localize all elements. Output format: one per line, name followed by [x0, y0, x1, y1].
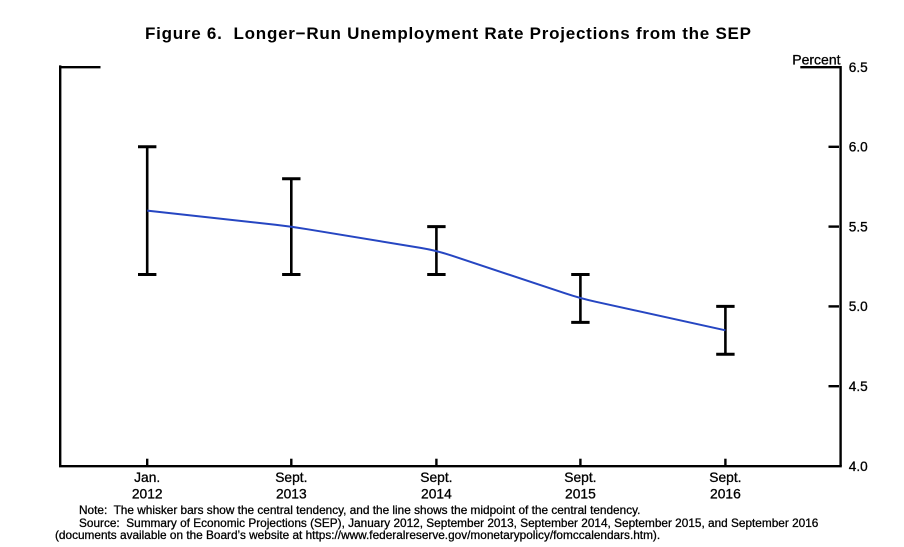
svg-text:6.5: 6.5	[849, 60, 868, 75]
svg-text:5.5: 5.5	[849, 219, 868, 234]
svg-text:2012: 2012	[132, 487, 163, 502]
svg-text:2013: 2013	[276, 487, 307, 502]
svg-text:5.0: 5.0	[849, 299, 868, 314]
svg-text:2014: 2014	[421, 487, 452, 502]
svg-text:4.0: 4.0	[849, 459, 868, 474]
svg-text:4.5: 4.5	[849, 379, 868, 394]
svg-text:Sept.: Sept.	[709, 470, 741, 485]
svg-text:6.0: 6.0	[849, 140, 868, 155]
svg-text:Percent: Percent	[792, 52, 840, 68]
svg-text:2016: 2016	[710, 487, 741, 502]
svg-text:Jan.: Jan.	[134, 470, 160, 485]
svg-text:Sept.: Sept.	[564, 470, 596, 485]
svg-text:2015: 2015	[565, 487, 596, 502]
svg-text:Sept.: Sept.	[420, 470, 452, 485]
svg-text:Sept.: Sept.	[275, 470, 307, 485]
